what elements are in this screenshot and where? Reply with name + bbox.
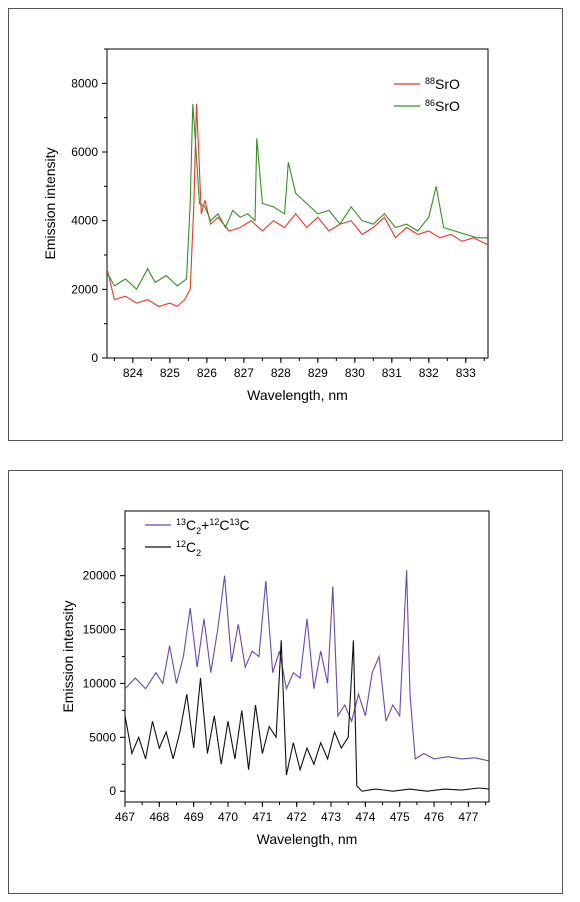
legend-label: 12C2 xyxy=(176,539,201,558)
x-tick-label: 472 xyxy=(287,810,307,824)
x-axis-label: Wavelength, nm xyxy=(257,831,358,847)
legend-label-part: 12 xyxy=(209,517,219,527)
x-tick-label: 830 xyxy=(345,366,365,380)
series-line xyxy=(125,570,489,762)
srO-spectrum-panel: 824 825 826 827 828 829 830 831 832 833 0 2000 4000 6… xyxy=(8,8,563,441)
plot-frame xyxy=(106,48,489,359)
x-tick-label: 471 xyxy=(252,810,272,824)
y-tick-label: 8000 xyxy=(71,76,98,90)
legend-label-part: SrO xyxy=(435,98,460,114)
x-axis-label: Wavelength, nm xyxy=(247,387,348,403)
series-line xyxy=(107,103,488,308)
legend-label-part: 13 xyxy=(176,517,186,527)
x-tick-label: 468 xyxy=(149,810,169,824)
legend-label-part: 13 xyxy=(229,517,239,527)
series-line xyxy=(107,103,488,291)
legend-label-part: + xyxy=(201,517,209,533)
legend-label: 88SrO xyxy=(425,76,460,92)
legend-label-part: C xyxy=(219,517,229,533)
x-tick-label: 469 xyxy=(184,810,204,824)
x-tick-label: 476 xyxy=(424,810,444,824)
c2-spectrum-panel: 467 468 469 470 471 472 473 474 475 476 477 0 5000 10… xyxy=(8,470,563,894)
x-tick-label: 824 xyxy=(123,366,143,380)
x-tick-label: 832 xyxy=(419,366,439,380)
x-tick-label: 477 xyxy=(458,810,478,824)
y-tick-label: 15000 xyxy=(83,623,117,637)
y-tick-label: 5000 xyxy=(89,730,116,744)
y-axis-label: Emission intensity xyxy=(42,147,58,259)
legend-label-part: 88 xyxy=(425,76,435,86)
x-tick-label: 474 xyxy=(355,810,375,824)
x-tick-label: 829 xyxy=(308,366,328,380)
x-tick-label: 827 xyxy=(234,366,254,380)
legend-label: 86SrO xyxy=(425,98,460,114)
y-tick-label: 10000 xyxy=(83,676,117,690)
legend-label-part: 12 xyxy=(176,539,186,549)
legend-label-part: C xyxy=(186,517,196,533)
x-tick-label: 828 xyxy=(271,366,291,380)
y-tick-label: 20000 xyxy=(83,569,117,583)
x-tick-label: 826 xyxy=(197,366,217,380)
y-tick-label: 0 xyxy=(91,351,98,365)
y-axis-label: Emission intensity xyxy=(60,600,76,712)
x-tick-label: 825 xyxy=(160,366,180,380)
legend-label-part: 2 xyxy=(196,526,201,536)
c2-emission-chart: 467 468 469 470 471 472 473 474 475 476 477 0 5000 10… xyxy=(60,510,490,847)
y-tick-label: 4000 xyxy=(71,214,98,228)
x-tick-label: 831 xyxy=(382,366,402,380)
legend-label-part: C xyxy=(240,517,250,533)
series-line xyxy=(125,640,489,792)
x-tick-label: 467 xyxy=(115,810,135,824)
y-tick-label: 0 xyxy=(109,784,116,798)
x-tick-label: 475 xyxy=(390,810,410,824)
legend-label-part: 2 xyxy=(196,548,201,558)
legend-label: 13C2+12C13C xyxy=(176,517,250,536)
legend-label-part: SrO xyxy=(435,76,460,92)
x-tick-label: 473 xyxy=(321,810,341,824)
legend-label-part: 86 xyxy=(425,98,435,108)
y-tick-label: 2000 xyxy=(71,282,98,296)
y-tick-label: 6000 xyxy=(71,145,98,159)
x-tick-label: 470 xyxy=(218,810,238,824)
srO-emission-chart: 824 825 826 827 828 829 830 831 832 833 0 2000 4000 6… xyxy=(42,48,489,403)
x-tick-label: 833 xyxy=(456,366,476,380)
legend-label-part: C xyxy=(186,539,196,555)
